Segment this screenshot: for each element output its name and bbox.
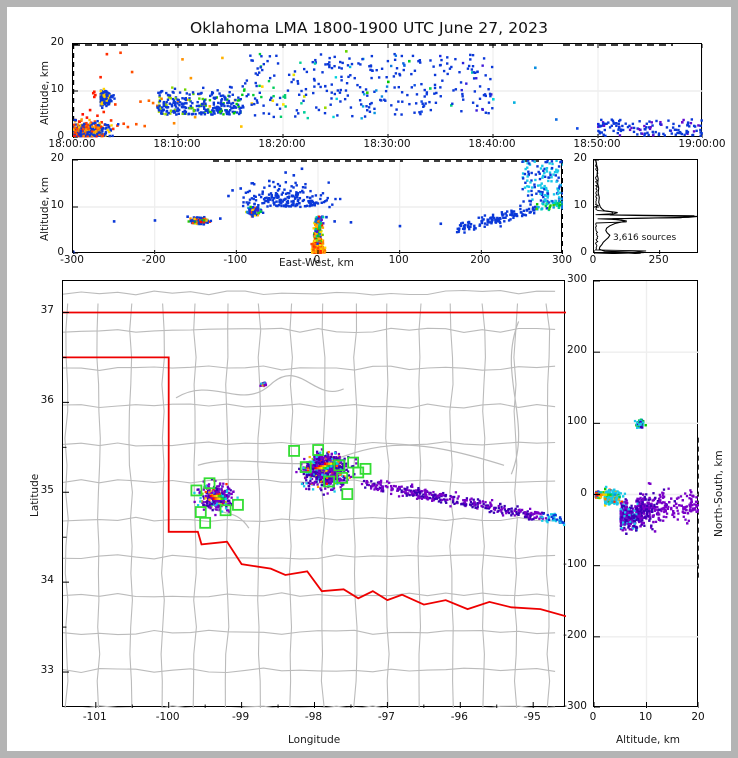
map-xtick--97: -97: [377, 711, 395, 723]
time-height-ytick-10: 10: [50, 83, 64, 95]
histogram-ytick-0: 0: [580, 246, 587, 258]
north-south-xtick-10: 10: [638, 711, 653, 723]
north-south-ytick--200: -200: [563, 628, 587, 641]
histogram-ytick-10: 10: [573, 199, 587, 211]
time-height-panel: [72, 43, 703, 138]
map-panel: [62, 280, 566, 708]
map-xtick--100: -100: [155, 711, 180, 723]
time-height-xtick-0: 18:00:00: [48, 138, 96, 150]
time-height-xtick-3: 18:30:00: [363, 138, 411, 150]
north-south-xtick-0: 0: [589, 711, 597, 723]
time-height-xtick-1: 18:10:00: [153, 138, 201, 150]
east-west-ytick-0: 0: [57, 246, 64, 258]
north-south-xlabel: Altitude, km: [616, 734, 681, 746]
altitude-histogram-panel: [593, 159, 698, 254]
east-west-xtick-1: -200: [141, 254, 166, 266]
source-count-label: 3,616 sources: [613, 233, 677, 243]
time-height-xtick-6: 19:00:00: [678, 138, 726, 150]
north-south-ytick-100: 100: [566, 415, 587, 428]
north-south-ytick-0: 0: [580, 486, 587, 499]
time-height-ytick-20: 20: [50, 36, 64, 48]
north-south-xtick-20: 20: [691, 711, 705, 723]
map-ytick-36: 36: [40, 394, 54, 407]
histogram-xtick-1: 250: [648, 254, 669, 266]
time-height-ytick-0: 0: [57, 130, 64, 142]
map-ytick-35: 35: [40, 484, 54, 497]
histogram-xtick-0: 0: [589, 254, 597, 266]
map-ytick-37: 37: [40, 304, 54, 317]
map-xtick--95: -95: [523, 711, 541, 723]
east-west-xtick-3: 0: [313, 254, 321, 266]
east-west-xtick-0: -300: [60, 254, 84, 266]
map-xtick--101: -101: [82, 711, 107, 723]
north-south-panel: [593, 280, 699, 708]
north-south-ytick-200: 200: [566, 344, 587, 357]
map-xtick--96: -96: [450, 711, 468, 723]
map-xtick--99: -99: [232, 711, 250, 723]
map-xtick--98: -98: [304, 711, 323, 723]
figure-canvas: Oklahoma LMA 1800-1900 UTC June 27, 2023…: [7, 7, 731, 751]
east-west-xtick-4: 100: [388, 254, 409, 266]
east-west-xlabel: East-West, km: [279, 257, 354, 269]
map-ytick-33: 33: [40, 664, 54, 677]
east-west-ytick-20: 20: [50, 152, 64, 164]
east-west-panel: [72, 159, 563, 254]
north-south-ylabel: North-South, km: [713, 450, 725, 537]
east-west-xtick-6: 300: [551, 254, 573, 266]
time-height-xtick-2: 18:20:00: [258, 138, 306, 150]
time-height-xtick-4: 18:40:00: [468, 138, 516, 150]
figure-title: Oklahoma LMA 1800-1900 UTC June 27, 2023: [189, 19, 549, 37]
north-south-ytick-300: 300: [566, 273, 587, 285]
map-xlabel: Longitude: [288, 734, 341, 746]
north-south-ytick--100: -100: [563, 557, 587, 570]
histogram-ytick-20: 20: [573, 152, 587, 164]
time-height-xtick-5: 18:50:00: [573, 138, 621, 150]
east-west-ytick-10: 10: [50, 199, 64, 211]
map-ytick-34: 34: [40, 574, 54, 587]
north-south-ytick--300: -300: [563, 700, 587, 712]
east-west-xtick-5: 200: [470, 254, 491, 266]
east-west-xtick-2: -100: [223, 254, 248, 266]
